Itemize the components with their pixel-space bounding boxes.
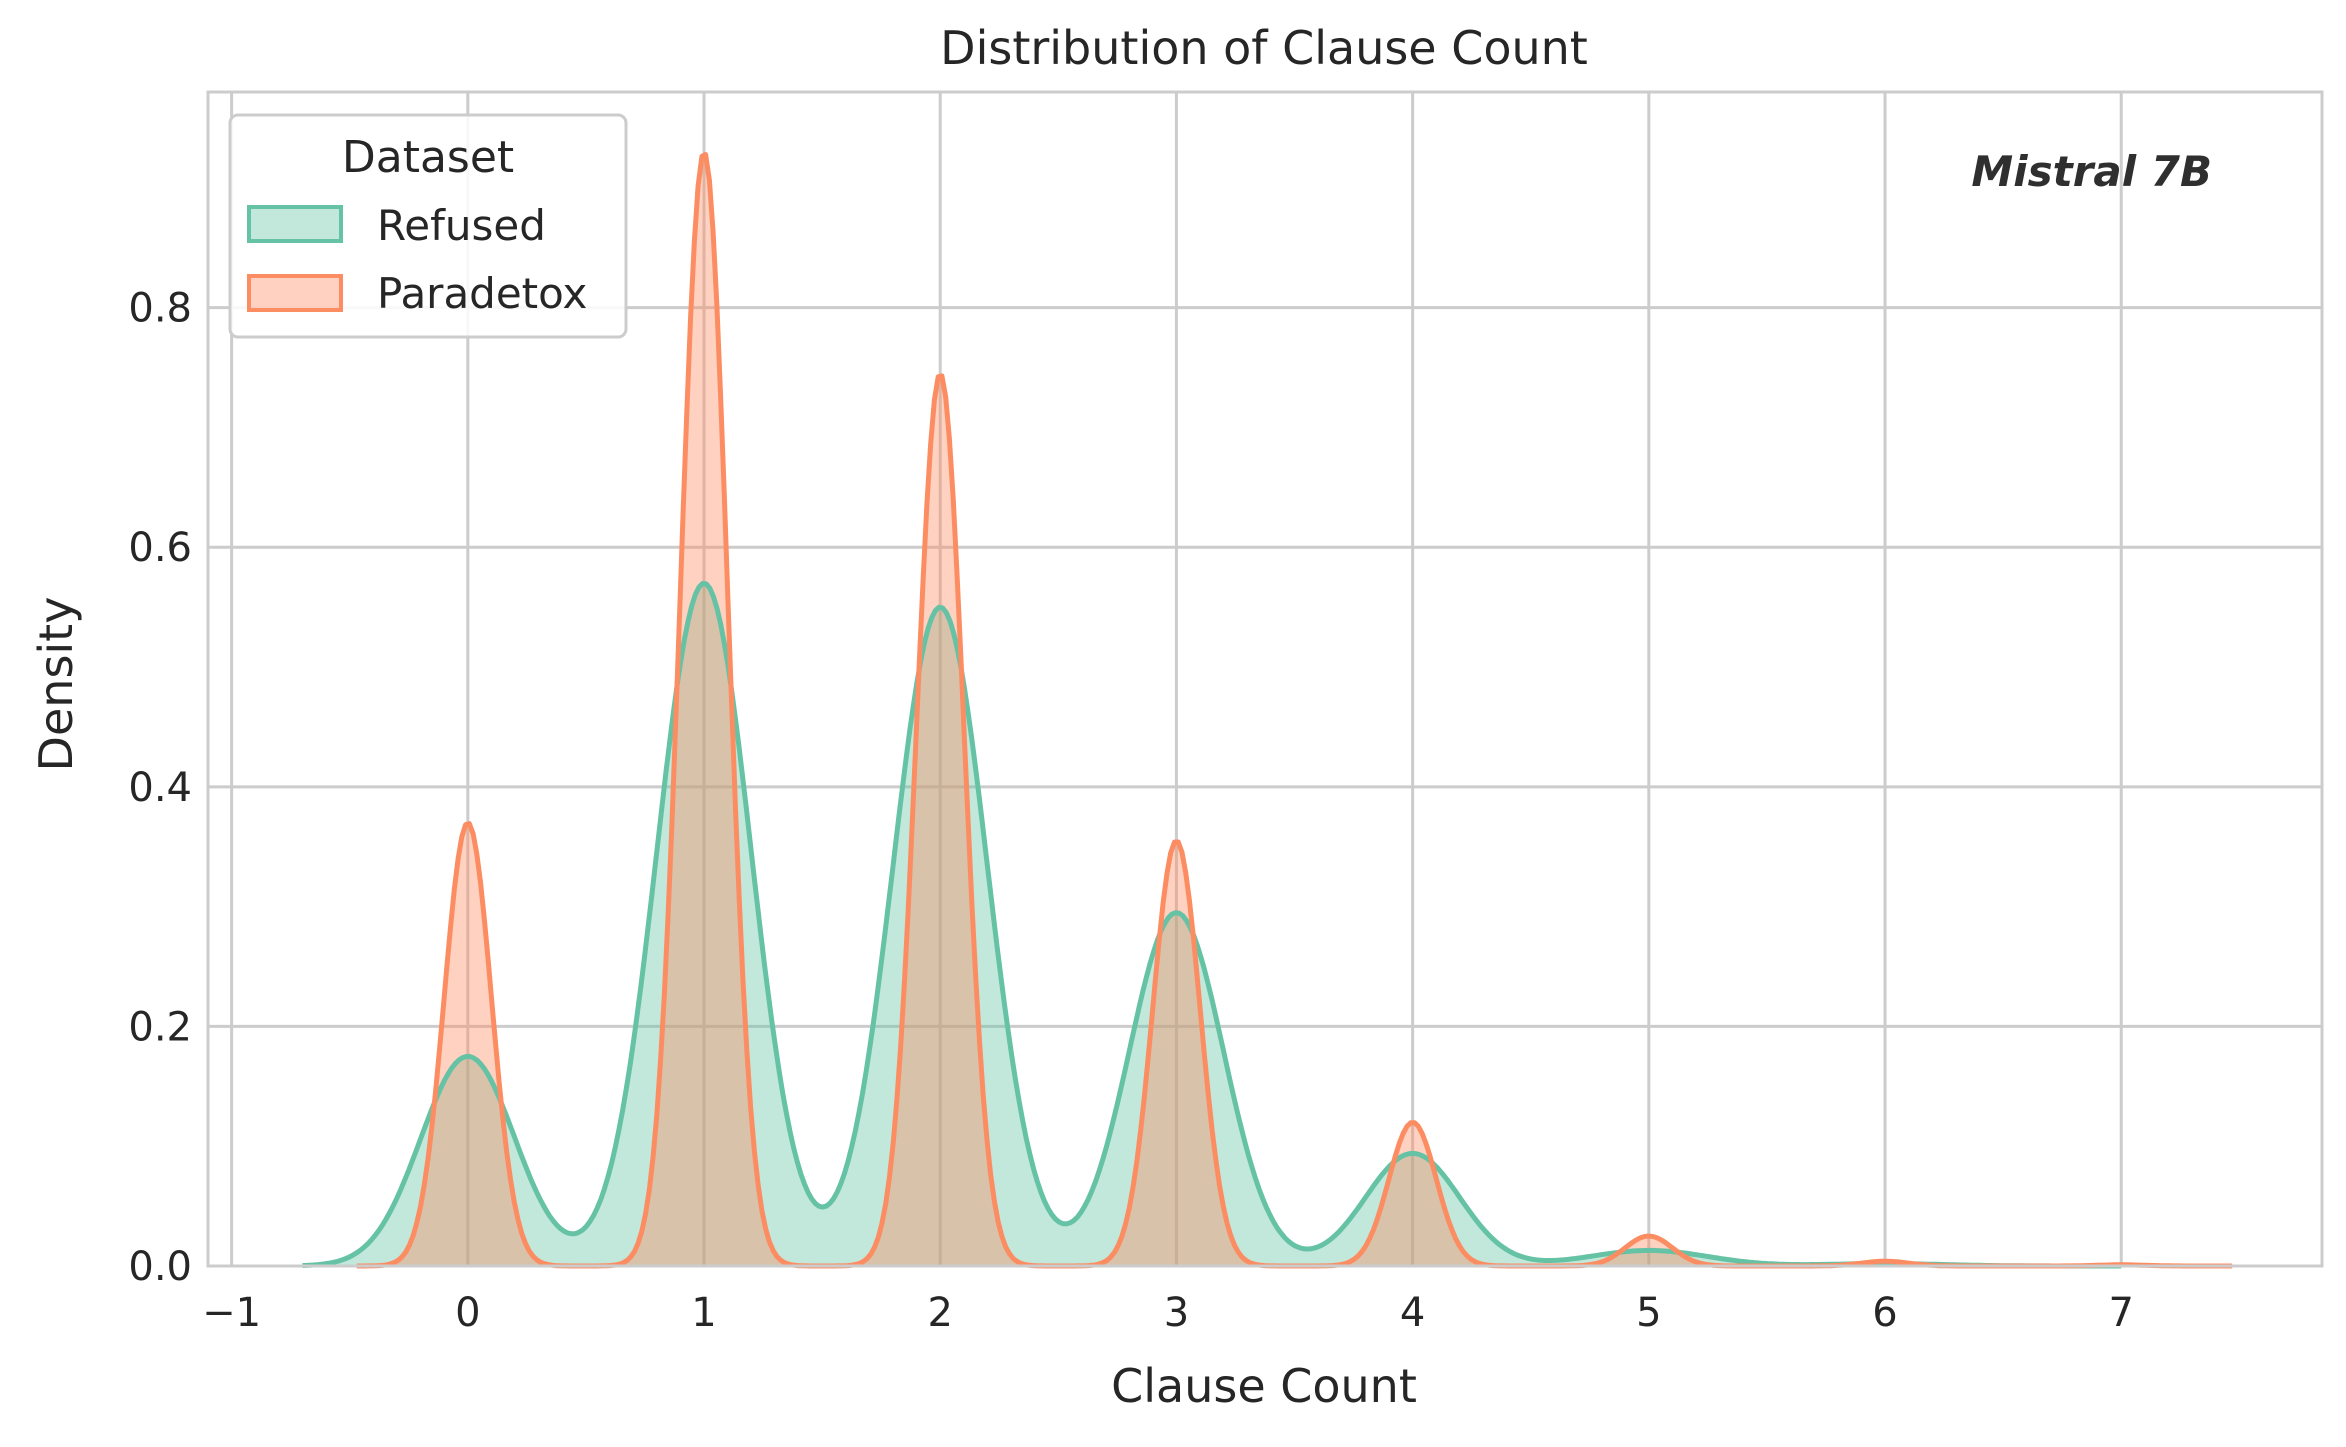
legend-swatch-refused [247, 205, 343, 243]
legend-frame [228, 113, 628, 339]
y-tick-label: 0.0 [128, 1244, 192, 1290]
density-area-refused [302, 583, 2122, 1266]
y-tick-label: 0.2 [128, 1004, 192, 1050]
legend: Dataset Refused Paradetox [228, 113, 628, 339]
y-tick-label: 0.8 [128, 286, 192, 332]
legend-title: Dataset [342, 132, 514, 183]
y-axis-label: Density [29, 597, 83, 772]
x-tick-label: 5 [1636, 1290, 1661, 1336]
x-tick-label: 4 [1400, 1290, 1425, 1336]
x-tick-label: 1 [691, 1290, 716, 1336]
x-tick-label: 3 [1164, 1290, 1189, 1336]
x-tick-labels: −1 0 1 2 3 4 5 6 7 [202, 1290, 2134, 1336]
plot-frame [206, 90, 2324, 1268]
x-tick-label: 0 [455, 1290, 480, 1336]
x-axis-label: Clause Count [1111, 1359, 1417, 1413]
x-tick-label: 7 [2109, 1290, 2134, 1336]
x-tick-label: 2 [927, 1290, 952, 1336]
legend-swatch-paradetox [247, 274, 343, 312]
legend-label-refused: Refused [377, 201, 546, 250]
x-tick-label: 6 [1872, 1290, 1897, 1336]
y-tick-label: 0.4 [128, 765, 192, 811]
legend-label-paradetox: Paradetox [377, 269, 587, 318]
chart-title: Distribution of Clause Count [940, 21, 1588, 75]
x-tick-label: −1 [202, 1290, 261, 1336]
y-tick-label: 0.6 [128, 525, 192, 571]
y-tick-labels: 0.0 0.2 0.4 0.6 0.8 [128, 286, 192, 1290]
model-annotation: Mistral 7B [1971, 147, 2212, 196]
